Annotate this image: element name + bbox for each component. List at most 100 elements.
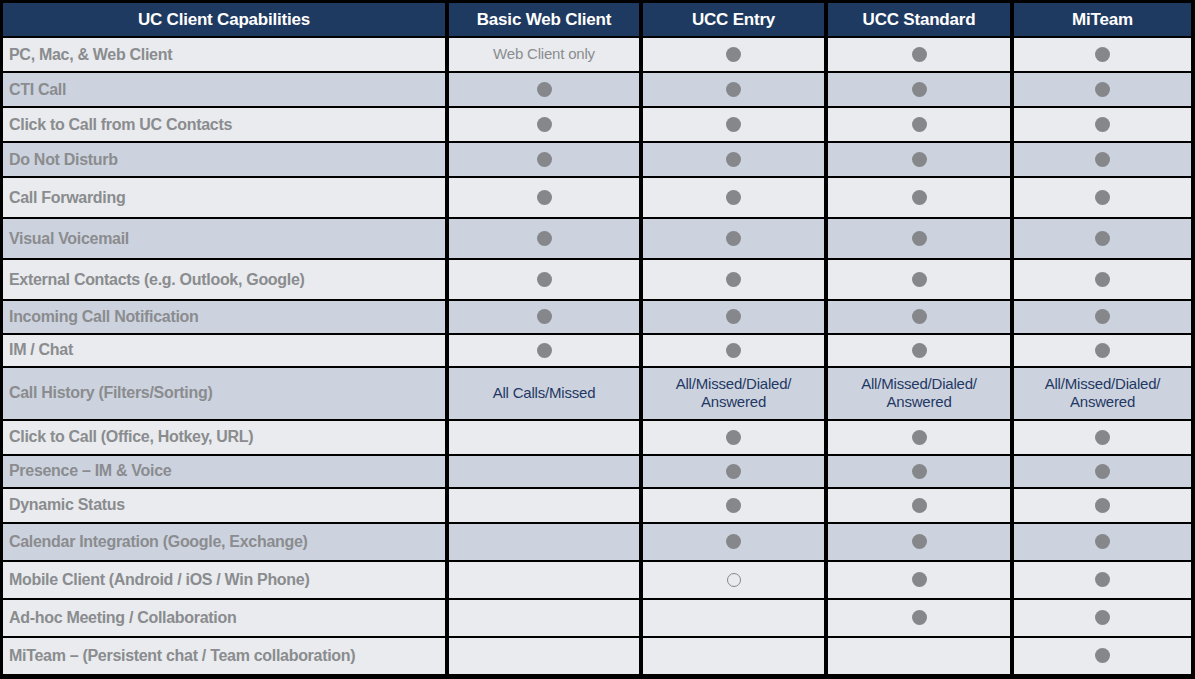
included-dot-icon <box>537 309 552 324</box>
value-cell <box>643 38 824 71</box>
included-dot-icon <box>1095 464 1110 479</box>
value-cell <box>828 335 1010 366</box>
value-cell <box>643 178 824 217</box>
included-dot-icon <box>1095 117 1110 132</box>
value-cell <box>1014 73 1191 106</box>
value-cell <box>449 335 639 366</box>
included-dot-icon <box>912 343 927 358</box>
included-dot-icon <box>726 190 741 205</box>
table-row-ad-hoc-meeting-collaboration: Ad-hoc Meeting / Collaboration <box>3 600 1191 636</box>
value-cell <box>1014 260 1191 299</box>
value-cell <box>828 421 1010 454</box>
optional-open-dot-icon <box>727 573 741 587</box>
value-cell <box>828 489 1010 522</box>
included-dot-icon <box>912 152 927 167</box>
value-cell <box>1014 600 1191 636</box>
value-cell <box>449 562 639 598</box>
value-cell <box>828 260 1010 299</box>
included-dot-icon <box>1095 272 1110 287</box>
included-dot-icon <box>726 430 741 445</box>
included-dot-icon <box>1095 47 1110 62</box>
included-dot-icon <box>726 343 741 358</box>
value-cell <box>1014 524 1191 560</box>
value-cell <box>643 638 824 674</box>
value-cell <box>1014 456 1191 487</box>
value-cell: All/Missed/Dialed/ Answered <box>828 368 1010 419</box>
value-text: All/Missed/Dialed/ Answered <box>1045 375 1161 413</box>
included-dot-icon <box>912 309 927 324</box>
value-cell <box>1014 108 1191 141</box>
included-dot-icon <box>537 82 552 97</box>
included-dot-icon <box>912 190 927 205</box>
value-text: All/Missed/Dialed/ Answered <box>676 375 792 413</box>
value-cell <box>449 178 639 217</box>
included-dot-icon <box>537 343 552 358</box>
table-row-incoming-call-notification: Incoming Call Notification <box>3 301 1191 332</box>
value-cell <box>1014 489 1191 522</box>
table-row-pc-mac-web-client: PC, Mac, & Web ClientWeb Client only <box>3 38 1191 71</box>
included-dot-icon <box>726 82 741 97</box>
value-cell <box>828 73 1010 106</box>
value-cell <box>828 108 1010 141</box>
uc-capabilities-comparison-table: UC Client CapabilitiesBasic Web ClientUC… <box>0 0 1195 679</box>
included-dot-icon <box>912 498 927 513</box>
value-cell <box>643 421 824 454</box>
value-cell: All Calls/Missed <box>449 368 639 419</box>
value-cell <box>643 456 824 487</box>
value-cell <box>643 219 824 258</box>
capability-label: Presence – IM & Voice <box>3 456 445 487</box>
included-dot-icon <box>1095 343 1110 358</box>
included-dot-icon <box>537 190 552 205</box>
table-row-presence-im-voice: Presence – IM & Voice <box>3 456 1191 487</box>
header-row: UC Client CapabilitiesBasic Web ClientUC… <box>3 3 1191 36</box>
value-cell <box>1014 562 1191 598</box>
capability-label: Calendar Integration (Google, Exchange) <box>3 524 445 560</box>
included-dot-icon <box>726 272 741 287</box>
table-row-calendar-integration-google-exchange: Calendar Integration (Google, Exchange) <box>3 524 1191 560</box>
value-cell <box>828 524 1010 560</box>
included-dot-icon <box>1095 610 1110 625</box>
included-dot-icon <box>726 152 741 167</box>
included-dot-icon <box>912 610 927 625</box>
value-cell <box>449 638 639 674</box>
value-cell <box>643 600 824 636</box>
capability-label: Ad-hoc Meeting / Collaboration <box>3 600 445 636</box>
table-row-dynamic-status: Dynamic Status <box>3 489 1191 522</box>
value-cell <box>449 421 639 454</box>
included-dot-icon <box>912 534 927 549</box>
included-dot-icon <box>1095 190 1110 205</box>
value-cell <box>449 143 639 176</box>
included-dot-icon <box>1095 309 1110 324</box>
capability-label: Click to Call (Office, Hotkey, URL) <box>3 421 445 454</box>
value-text: Web Client only <box>493 45 595 64</box>
value-cell: Web Client only <box>449 38 639 71</box>
table-row-cti-call: CTI Call <box>3 73 1191 106</box>
included-dot-icon <box>726 309 741 324</box>
value-cell <box>643 260 824 299</box>
included-dot-icon <box>726 231 741 246</box>
included-dot-icon <box>912 430 927 445</box>
capability-label: Call History (Filters/Sorting) <box>3 368 445 419</box>
column-header-miteam: MiTeam <box>1014 3 1191 36</box>
included-dot-icon <box>1095 648 1110 663</box>
included-dot-icon <box>537 231 552 246</box>
column-header-uc-client-capabilities: UC Client Capabilities <box>3 3 445 36</box>
value-cell <box>1014 638 1191 674</box>
included-dot-icon <box>912 572 927 587</box>
value-cell <box>643 524 824 560</box>
value-cell <box>643 73 824 106</box>
value-cell <box>828 301 1010 332</box>
included-dot-icon <box>1095 82 1110 97</box>
value-cell <box>449 219 639 258</box>
table-row-im-chat: IM / Chat <box>3 335 1191 366</box>
value-text: All/Missed/Dialed/ Answered <box>861 375 977 413</box>
included-dot-icon <box>912 47 927 62</box>
included-dot-icon <box>912 464 927 479</box>
value-cell <box>449 108 639 141</box>
value-cell <box>449 301 639 332</box>
included-dot-icon <box>537 117 552 132</box>
value-cell <box>828 638 1010 674</box>
value-cell: All/Missed/Dialed/ Answered <box>1014 368 1191 419</box>
value-cell <box>643 489 824 522</box>
included-dot-icon <box>1095 534 1110 549</box>
